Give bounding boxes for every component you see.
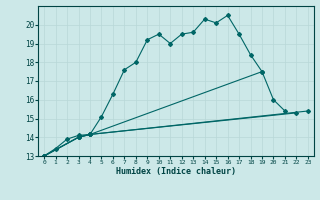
X-axis label: Humidex (Indice chaleur): Humidex (Indice chaleur): [116, 167, 236, 176]
